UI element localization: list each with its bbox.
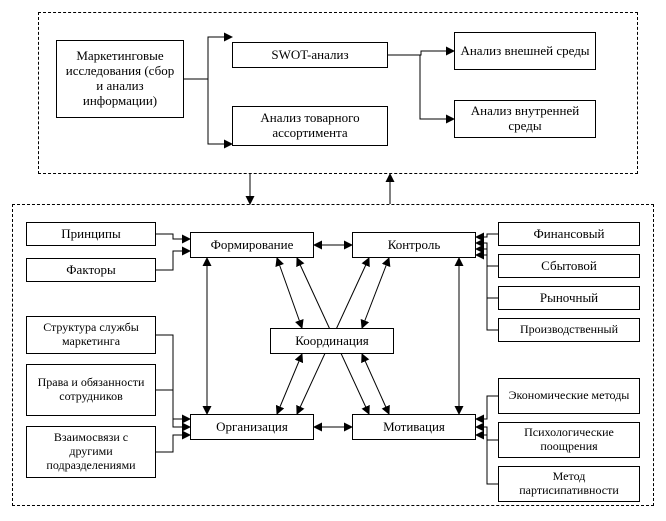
node-n-market: Рыночный [498, 286, 640, 310]
node-n-coord: Координация [270, 328, 394, 354]
node-label: Организация [216, 420, 288, 435]
node-n-principles: Принципы [26, 222, 156, 246]
node-label: Факторы [66, 263, 115, 278]
node-label: Экономические методы [509, 389, 630, 403]
node-n-psych: Психологические поощрения [498, 422, 640, 458]
node-label: Структура службы маркетинга [31, 321, 151, 349]
node-n-org: Организация [190, 414, 314, 440]
node-n-motiv: Мотивация [352, 414, 476, 440]
node-n-int: Анализ внутренней среды [454, 100, 596, 138]
node-label: Права и обязанности сотрудников [31, 376, 151, 404]
node-n-structure: Структура службы маркетинга [26, 316, 156, 354]
node-label: SWOT-анализ [271, 48, 348, 63]
node-label: Анализ внешней среды [460, 44, 589, 59]
node-label: Формирование [211, 238, 294, 253]
node-n-assort: Анализ товарного ассортимента [232, 106, 388, 146]
node-n-ext: Анализ внешней среды [454, 32, 596, 70]
node-label: Принципы [61, 227, 120, 242]
node-label: Мотивация [383, 420, 445, 435]
node-n-formation: Формирование [190, 232, 314, 258]
diagram-canvas: Маркетинговые исследования (сбор и анали… [0, 0, 666, 521]
node-label: Координация [295, 334, 369, 349]
node-label: Финансовый [533, 227, 604, 242]
node-label: Анализ внутренней среды [459, 104, 591, 134]
node-n-relations: Взаимосвязи с другими подразделениями [26, 426, 156, 478]
node-label: Метод партисипативности [503, 470, 635, 498]
node-n-econ: Экономические методы [498, 378, 640, 414]
node-n-factors: Факторы [26, 258, 156, 282]
node-label: Анализ товарного ассортимента [237, 111, 383, 141]
node-n-sales: Сбытовой [498, 254, 640, 278]
node-n-part: Метод партисипативности [498, 466, 640, 502]
node-n-marketing: Маркетинговые исследования (сбор и анали… [56, 40, 184, 118]
node-n-rights: Права и обязанности сотрудников [26, 364, 156, 416]
node-n-prod: Производственный [498, 318, 640, 342]
node-label: Рыночный [540, 291, 598, 306]
node-label: Сбытовой [541, 259, 597, 274]
node-n-control: Контроль [352, 232, 476, 258]
node-label: Производственный [520, 323, 618, 337]
node-label: Маркетинговые исследования (сбор и анали… [61, 49, 179, 109]
node-label: Взаимосвязи с другими подразделениями [31, 431, 151, 472]
node-n-fin: Финансовый [498, 222, 640, 246]
node-label: Психологические поощрения [503, 426, 635, 454]
node-label: Контроль [388, 238, 441, 253]
node-n-swot: SWOT-анализ [232, 42, 388, 68]
